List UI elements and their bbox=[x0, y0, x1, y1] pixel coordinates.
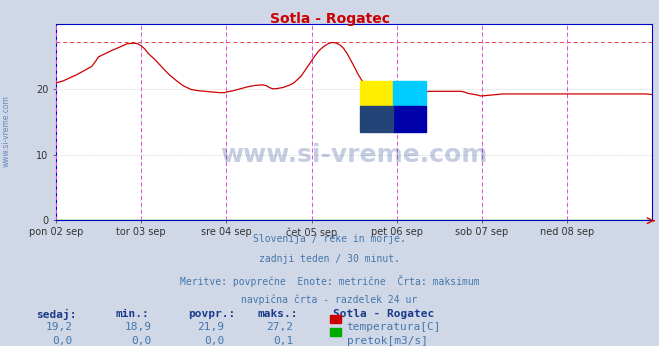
Text: navpična črta - razdelek 24 ur: navpična črta - razdelek 24 ur bbox=[241, 295, 418, 305]
Text: maks.:: maks.: bbox=[257, 309, 297, 319]
Text: Sotla - Rogatec: Sotla - Rogatec bbox=[270, 12, 389, 26]
Text: pretok[m3/s]: pretok[m3/s] bbox=[347, 336, 428, 346]
Bar bbox=[393, 81, 426, 106]
Text: www.si-vreme.com: www.si-vreme.com bbox=[2, 95, 11, 167]
Text: 0,0: 0,0 bbox=[52, 336, 72, 346]
Text: temperatura[C]: temperatura[C] bbox=[347, 322, 441, 333]
Text: zadnji teden / 30 minut.: zadnji teden / 30 minut. bbox=[259, 254, 400, 264]
Text: min.:: min.: bbox=[115, 309, 149, 319]
Bar bbox=[393, 106, 426, 132]
Bar bbox=[360, 106, 393, 132]
Text: Sotla - Rogatec: Sotla - Rogatec bbox=[333, 309, 434, 319]
Text: Slovenija / reke in morje.: Slovenija / reke in morje. bbox=[253, 234, 406, 244]
Text: 0,0: 0,0 bbox=[131, 336, 152, 346]
Text: 0,0: 0,0 bbox=[204, 336, 224, 346]
Text: 0,1: 0,1 bbox=[273, 336, 293, 346]
Bar bbox=[360, 81, 393, 106]
Text: Meritve: povprečne  Enote: metrične  Črta: maksimum: Meritve: povprečne Enote: metrične Črta:… bbox=[180, 275, 479, 287]
Text: www.si-vreme.com: www.si-vreme.com bbox=[221, 143, 488, 167]
Text: 27,2: 27,2 bbox=[266, 322, 293, 333]
Text: 18,9: 18,9 bbox=[125, 322, 152, 333]
Text: 19,2: 19,2 bbox=[45, 322, 72, 333]
Text: sedaj:: sedaj: bbox=[36, 309, 76, 320]
Text: povpr.:: povpr.: bbox=[188, 309, 235, 319]
Text: 21,9: 21,9 bbox=[197, 322, 224, 333]
